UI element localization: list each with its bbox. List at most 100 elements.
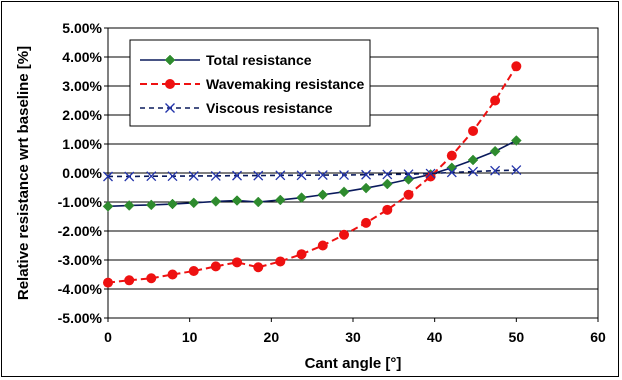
data-point	[317, 170, 328, 180]
data-point	[361, 169, 372, 180]
data-point	[232, 170, 242, 181]
data-point	[232, 257, 243, 268]
series-group	[102, 61, 522, 288]
data-point	[296, 192, 307, 204]
x-tick-label: 0	[104, 329, 112, 345]
data-point	[275, 256, 286, 267]
y-tick-label: 1.00%	[62, 136, 102, 152]
x-marker-stroke	[403, 169, 414, 180]
data-point	[296, 249, 307, 260]
x-marker-stroke	[232, 170, 242, 181]
data-point	[382, 169, 393, 180]
data-point	[102, 200, 114, 212]
y-tick-label: 5.00%	[62, 20, 102, 36]
x-marker-stroke	[468, 166, 479, 177]
data-point	[446, 167, 457, 178]
data-point	[167, 269, 178, 280]
x-marker-stroke	[210, 170, 221, 181]
data-point	[275, 170, 286, 181]
data-point	[490, 95, 501, 106]
legend-label: Viscous resistance	[206, 100, 333, 116]
x-marker-stroke	[425, 168, 436, 179]
data-point	[210, 196, 222, 207]
data-point	[382, 204, 393, 215]
data-point	[146, 171, 157, 182]
x-marker-stroke	[382, 169, 393, 180]
x-marker-stroke	[361, 169, 372, 180]
data-point	[231, 195, 243, 206]
y-axis-title: Relative resistance wrt baseline [%]	[15, 46, 32, 300]
data-point	[490, 165, 501, 176]
x-marker-stroke	[253, 170, 264, 181]
data-point	[511, 61, 522, 72]
data-point	[446, 150, 457, 161]
data-point	[468, 125, 479, 136]
x-marker-stroke	[446, 167, 457, 178]
data-point	[317, 189, 329, 201]
data-point	[167, 171, 178, 182]
legend-item: Wavemaking resistance	[140, 76, 364, 92]
x-tick-label: 20	[264, 329, 280, 345]
x-tick-label: 50	[509, 329, 525, 345]
legend-item: Viscous resistance	[140, 100, 333, 116]
legend-item: Total resistance	[140, 52, 312, 68]
x-tick-label: 30	[345, 329, 361, 345]
x-marker-stroke	[511, 165, 522, 176]
x-marker-stroke	[146, 171, 157, 182]
x-tick-label: 60	[590, 329, 606, 345]
series-viscous-resistance	[103, 165, 522, 182]
x-marker-stroke	[296, 170, 307, 181]
series-wavemaking-resistance	[103, 61, 522, 288]
data-point	[188, 197, 200, 209]
legend-label: Wavemaking resistance	[206, 76, 364, 92]
data-point	[339, 170, 349, 180]
data-point	[146, 273, 157, 284]
data-point	[124, 171, 135, 182]
y-tick-label: 2.00%	[62, 107, 102, 123]
data-point	[403, 169, 414, 180]
data-point	[338, 186, 350, 198]
data-point	[210, 170, 221, 181]
y-tick-label: -5.00%	[58, 310, 103, 326]
data-point	[123, 200, 135, 211]
data-point	[145, 199, 157, 211]
data-point	[188, 266, 199, 277]
data-point	[296, 170, 307, 181]
data-point	[252, 196, 264, 208]
data-point	[188, 170, 199, 181]
legend-marker	[164, 54, 176, 66]
data-point	[489, 145, 501, 157]
x-marker-stroke	[317, 170, 328, 180]
data-point	[381, 178, 393, 190]
data-point	[274, 194, 286, 206]
data-point	[253, 170, 264, 181]
data-point	[403, 174, 414, 185]
data-point	[467, 154, 479, 166]
data-point	[339, 229, 350, 240]
data-point	[425, 168, 436, 179]
data-point	[510, 135, 522, 146]
y-tick-label: -1.00%	[58, 194, 103, 210]
data-point	[446, 162, 458, 174]
data-point	[253, 262, 264, 273]
x-tick-label: 10	[182, 329, 198, 345]
x-marker-stroke	[167, 171, 178, 182]
legend-label: Total resistance	[206, 52, 312, 68]
legend-marker	[165, 103, 175, 113]
data-point	[124, 275, 135, 286]
legend-marker	[165, 79, 175, 89]
data-point	[360, 182, 372, 194]
x-marker-stroke	[339, 170, 349, 180]
y-tick-label: -2.00%	[58, 223, 103, 239]
y-tick-label: -3.00%	[58, 252, 103, 268]
data-point	[317, 240, 328, 251]
x-marker-stroke	[490, 165, 501, 176]
x-marker-stroke	[103, 171, 113, 182]
data-point	[167, 198, 178, 210]
x-marker-stroke	[188, 170, 199, 181]
data-point	[103, 277, 113, 288]
x-marker-stroke	[124, 171, 135, 182]
data-point	[511, 165, 522, 176]
data-point	[403, 189, 414, 200]
